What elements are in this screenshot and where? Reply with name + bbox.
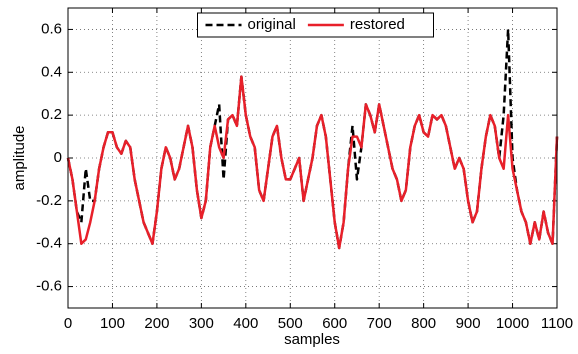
y-tick-label: -0.6	[36, 278, 62, 295]
x-tick-label: 1000	[496, 315, 529, 332]
x-tick-label: 100	[100, 315, 125, 332]
y-tick-label: 0	[54, 149, 62, 166]
y-tick-label: -0.2	[36, 192, 62, 209]
y-tick-label: -0.4	[36, 235, 62, 252]
plot-frame	[67, 7, 558, 309]
x-tick-label: 1100	[541, 315, 573, 332]
x-tick-label: 900	[456, 315, 481, 332]
x-axis-label: samples	[284, 331, 340, 348]
legend-label: restored	[350, 16, 405, 33]
x-tick-label: 800	[411, 315, 436, 332]
x-tick-label: 600	[322, 315, 347, 332]
legend-label: original	[248, 16, 296, 33]
x-tick-label: 400	[233, 315, 258, 332]
y-tick-label: 0.2	[41, 106, 62, 123]
y-axis-label: amplitude	[11, 125, 28, 190]
y-tick-label: 0.6	[41, 20, 62, 37]
x-tick-label: 300	[189, 315, 214, 332]
x-tick-label: 700	[367, 315, 392, 332]
x-tick-label: 500	[278, 315, 303, 332]
x-tick-label: 0	[64, 315, 72, 332]
x-tick-label: 200	[144, 315, 169, 332]
series-line	[66, 75, 559, 250]
y-tick-label: 0.4	[41, 63, 62, 80]
legend: original restored	[197, 12, 434, 38]
